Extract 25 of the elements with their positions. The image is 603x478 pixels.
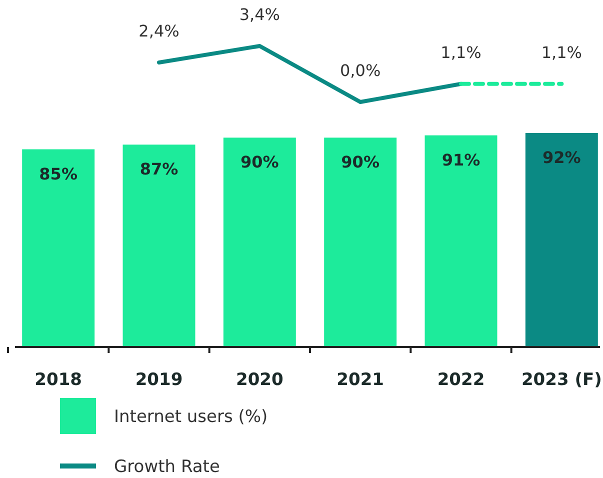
data-label: 0,0% bbox=[340, 61, 381, 80]
x-tick-label: 2023 (F) bbox=[521, 370, 602, 390]
x-tick-label: 2019 bbox=[135, 370, 183, 390]
data-label: 1,1% bbox=[440, 42, 482, 62]
x-tick-label: 2018 bbox=[34, 370, 82, 390]
bar bbox=[324, 138, 397, 347]
data-label: 91% bbox=[442, 150, 480, 170]
legend-label: Growth Rate bbox=[114, 457, 220, 477]
x-tick-label: 2022 bbox=[437, 370, 485, 390]
data-label: 3,4% bbox=[239, 5, 280, 24]
x-tick-label: 2021 bbox=[336, 370, 384, 390]
legend-label: Internet users (%) bbox=[114, 407, 268, 427]
bar bbox=[424, 135, 498, 347]
bar bbox=[122, 144, 196, 347]
bar bbox=[22, 149, 95, 347]
bar bbox=[525, 133, 598, 347]
data-label: 87% bbox=[140, 160, 178, 179]
data-label: 2,4% bbox=[138, 21, 180, 40]
bar bbox=[223, 138, 296, 347]
x-tick-label: 2020 bbox=[236, 370, 284, 390]
data-label: 92% bbox=[542, 148, 581, 167]
data-label: 90% bbox=[341, 152, 380, 172]
data-label: 85% bbox=[39, 164, 78, 184]
data-label: 1,1% bbox=[541, 42, 582, 62]
data-label: 90% bbox=[240, 152, 279, 172]
